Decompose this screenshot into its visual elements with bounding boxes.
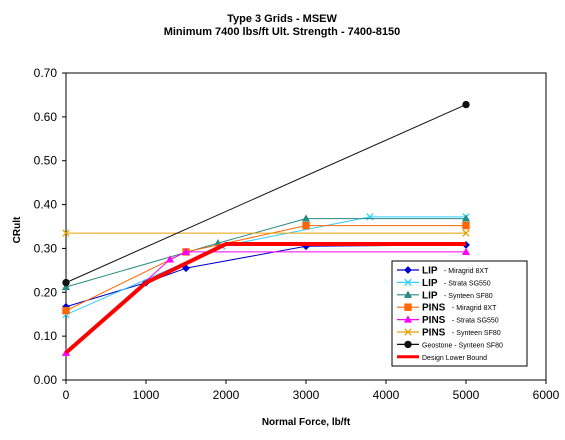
legend-swatch-marker (404, 340, 412, 349)
data-point (462, 100, 470, 109)
y-tick-label: 0.50 (34, 154, 58, 168)
series-line (65, 216, 466, 316)
legend-label-sub: - Miragrid 8XT (452, 305, 497, 312)
x-axis-label: Normal Force, lb/ft (262, 417, 351, 428)
legend-label-sub: - Miragrid 8XT (444, 268, 489, 275)
legend-label-main: LIP (422, 278, 438, 289)
legend-label-sub: - Strata SG550 (452, 318, 499, 325)
chart-subtitle: Minimum 7400 lbs/ft Ult. Strength - 7400… (164, 26, 401, 38)
legend-label-sub: Geostone - Synteen SF80 (422, 342, 503, 349)
data-point (61, 282, 71, 291)
data-point (181, 247, 191, 255)
legend-item: LIP - Miragrid 8XT (397, 266, 489, 277)
series-line (65, 104, 467, 284)
y-tick-label: 0.40 (34, 198, 58, 212)
y-axis-label: CRult (12, 216, 23, 243)
legend-item: Geostone - Synteen SF80 (397, 340, 503, 349)
legend-item: LIP - Synteen SF80 (397, 290, 493, 301)
chart-title: Type 3 Grids - MSEW (227, 13, 337, 25)
legend-box (391, 260, 528, 367)
y-tick-label: 0.10 (34, 329, 58, 343)
y-tick-label: 0.20 (34, 285, 58, 299)
y-tick-label: 0.30 (34, 241, 58, 255)
legend-swatch-marker (404, 278, 412, 287)
legend-label-sub: - Synteen SF80 (452, 330, 501, 337)
x-tick-label: 1000 (133, 388, 160, 402)
series-7 (64, 242, 466, 355)
y-tick-label: 0.00 (34, 373, 58, 387)
data-point (182, 264, 190, 273)
data-point (461, 214, 471, 222)
legend-label-main: PINS (422, 315, 446, 326)
legend-label-main: LIP (422, 266, 438, 277)
legend-item: PINS - Miragrid 8XT (397, 303, 497, 314)
data-point (62, 229, 70, 237)
data-point (165, 255, 175, 263)
legend-label-main: LIP (422, 290, 438, 301)
legend-swatch-marker (403, 315, 413, 323)
data-point (461, 247, 471, 255)
data-point (462, 221, 470, 230)
series-layer (61, 100, 471, 356)
data-point (62, 307, 70, 315)
legend-label-sub: Design Lower Bound (422, 355, 487, 362)
legend-item: Design Lower Bound (397, 355, 487, 362)
y-tick-label: 0.70 (34, 66, 58, 80)
legend-item: PINS - Synteen SF80 (397, 328, 501, 339)
series-line (65, 225, 466, 312)
x-tick-label: 4000 (373, 388, 400, 402)
legend-label-main: PINS (422, 328, 446, 339)
data-point (301, 214, 311, 222)
series-5 (62, 229, 470, 237)
legend-swatch-marker (404, 303, 412, 311)
x-tick-label: 2000 (213, 388, 240, 402)
x-tick-label: 3000 (293, 388, 320, 402)
axes: 0 1000 2000 3000 4000 5000 6000 0.00 0.10 0.20 0.3… (34, 66, 560, 402)
legend-item: PINS - Strata SG550 (397, 315, 499, 326)
legend-label-sub: - Synteen SF80 (444, 293, 493, 300)
series-6 (62, 100, 470, 287)
legend-swatch-marker (404, 266, 412, 274)
series-line (65, 218, 466, 288)
data-point (462, 229, 470, 237)
data-point (302, 221, 310, 230)
series-line (64, 242, 466, 355)
x-tick-label: 6000 (533, 388, 560, 402)
y-tick-label: 0.60 (34, 110, 58, 124)
legend-item: LIP - Strata SG550 (397, 278, 491, 289)
legend-label-sub: - Strata SG550 (444, 280, 491, 287)
legend-label-main: PINS (422, 303, 446, 314)
x-tick-label: 0 (63, 388, 70, 402)
legend-swatch-marker (403, 290, 413, 298)
data-point (62, 278, 70, 287)
legend: LIP - Miragrid 8XT LIP - Strata SG550 LIP - S… (391, 260, 528, 367)
x-tick-label: 5000 (453, 388, 480, 402)
legend-swatch-marker (404, 328, 412, 336)
